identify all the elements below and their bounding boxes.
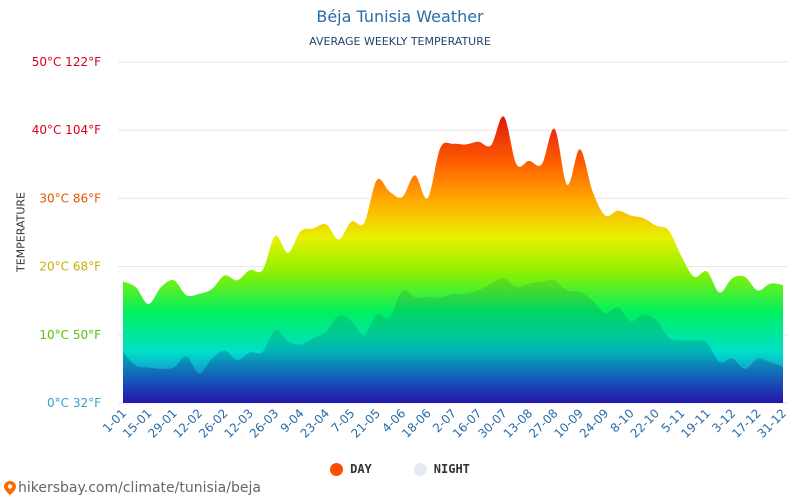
legend: DAY NIGHT: [0, 462, 800, 476]
day-legend-dot: [330, 462, 344, 476]
y-tick-label: 30°C 86°F: [39, 191, 101, 205]
chart-title: Béja Tunisia Weather: [316, 7, 484, 26]
legend-item-day[interactable]: DAY: [330, 462, 372, 476]
x-tick-label: 18-06: [399, 406, 434, 441]
series-area-night[interactable]: [123, 278, 783, 403]
night-legend-dot: [413, 462, 427, 476]
legend-label-day: DAY: [350, 462, 372, 476]
y-tick-labels: 0°C 32°F 10°C 50°F 20°C 68°F 30°C 86°F 40°C …: [32, 55, 101, 410]
series-areas: [123, 116, 783, 404]
y-tick-label: 40°C 104°F: [32, 123, 101, 137]
x-tick-label: 23-04: [298, 406, 333, 441]
x-tick-labels: 1-0115-0129-0112-0226-0212-0326-039-0423…: [100, 406, 789, 441]
chart-subtitle: AVERAGE WEEKLY TEMPERATURE: [309, 35, 491, 48]
x-tick-label: 31-12: [755, 406, 790, 441]
source-link[interactable]: hikersbay.com/climate/tunisia/beja: [4, 480, 261, 496]
legend-item-night[interactable]: NIGHT: [413, 462, 470, 476]
x-tick-label: 21-05: [348, 406, 383, 441]
y-tick-label: 50°C 122°F: [32, 55, 101, 69]
x-tick-label: 24-09: [577, 406, 612, 441]
y-tick-label: 10°C 50°F: [39, 328, 101, 342]
x-tick-label: 26-03: [247, 406, 282, 441]
temperature-chart: 0°C 32°F 10°C 50°F 20°C 68°F 30°C 86°F 40°C …: [32, 55, 789, 441]
x-tick-label: 19-11: [678, 406, 713, 441]
map-pin-icon: [4, 481, 16, 495]
source-url: hikersbay.com/climate/tunisia/beja: [18, 480, 261, 496]
legend-label-night: NIGHT: [433, 462, 470, 476]
y-tick-label: 20°C 68°F: [39, 260, 101, 274]
x-tick-label: 22-10: [628, 406, 663, 441]
y-tick-label: 0°C 32°F: [47, 396, 101, 410]
